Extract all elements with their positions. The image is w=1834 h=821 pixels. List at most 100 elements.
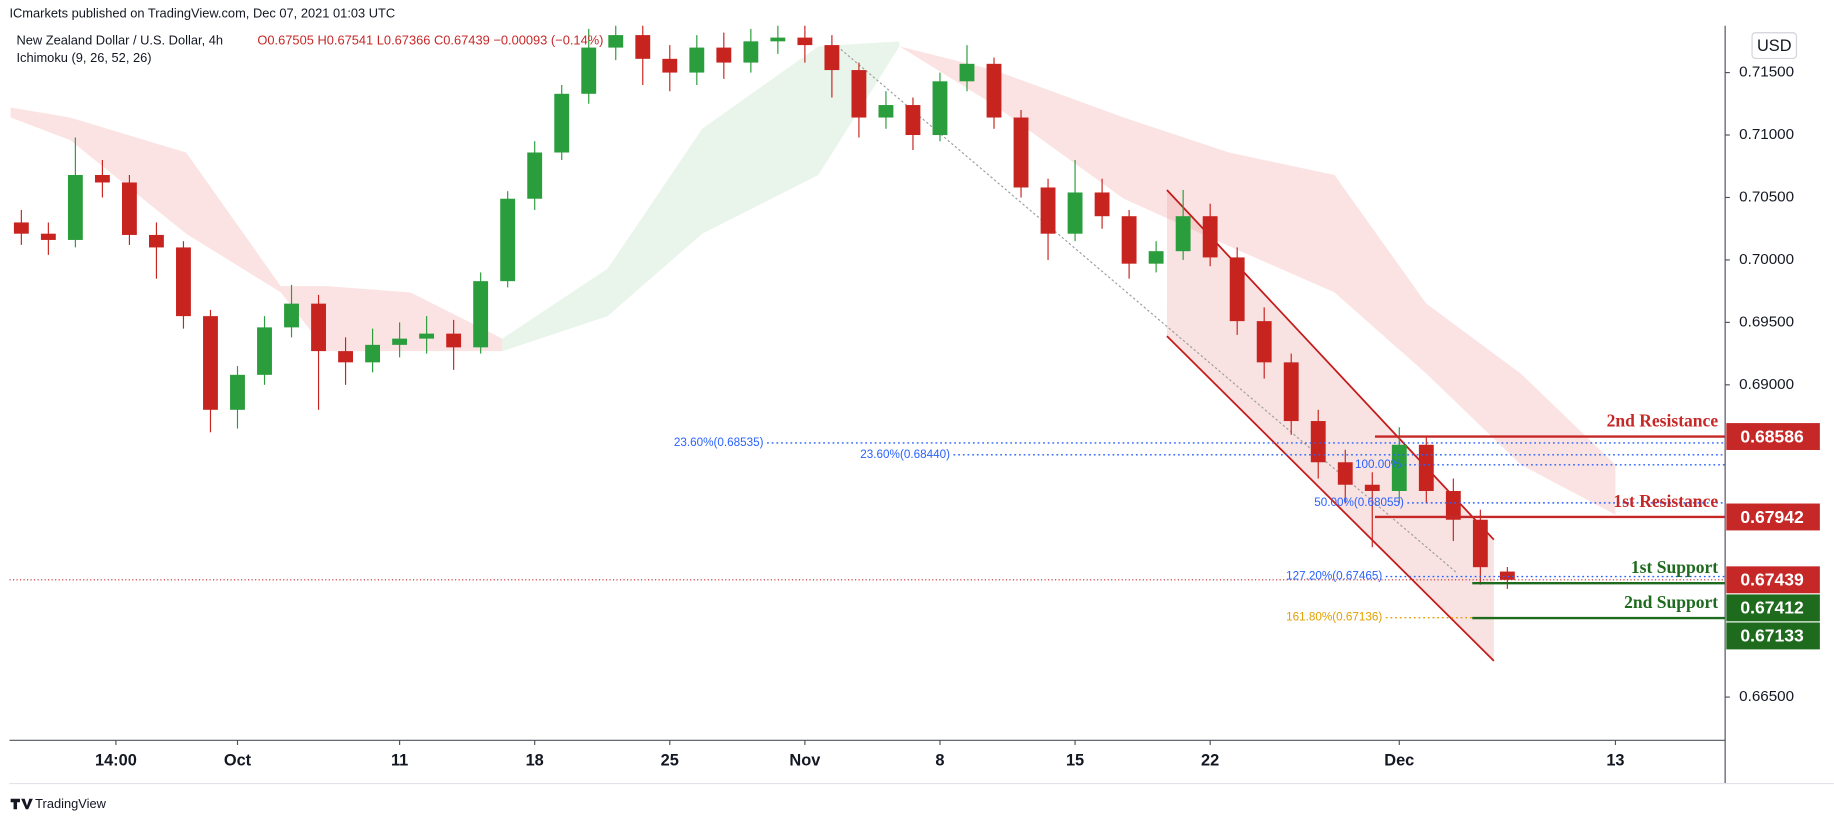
candle-body: [1148, 251, 1164, 264]
candle-body: [446, 333, 462, 348]
candle-body: [770, 37, 786, 42]
candle-body: [716, 47, 732, 63]
x-tick-label: Oct: [224, 752, 252, 770]
candle-body: [689, 47, 705, 73]
x-tick-label: 11: [391, 752, 408, 770]
candle-body: [67, 174, 83, 240]
y-tick-label: 0.71500: [1739, 64, 1794, 81]
x-tick-label: 8: [935, 752, 944, 770]
candle-body: [1040, 187, 1056, 234]
x-tick-label: 22: [1201, 752, 1219, 770]
fib-label: 50.00%(0.68055): [1314, 496, 1404, 509]
candle-body: [1337, 462, 1353, 485]
y-tick-label: 0.70500: [1739, 188, 1794, 205]
brand-logo: [10, 798, 33, 810]
ichimoku-cloud: [502, 41, 900, 352]
ichimoku-cloud: [10, 107, 503, 352]
candle-body: [1202, 216, 1218, 258]
price-tag: [1726, 622, 1820, 650]
candle-body: [392, 338, 408, 345]
fib-label: 23.60%(0.68535): [674, 436, 764, 449]
publisher: ICmarkets published on TradingView.com, …: [9, 5, 395, 20]
candle-body: [149, 234, 164, 248]
candle-body: [1229, 257, 1245, 322]
candle-body: [1013, 117, 1029, 188]
candle-body: [1094, 192, 1110, 217]
y-tick-label: 0.71000: [1739, 126, 1794, 143]
candle-body: [1472, 519, 1488, 568]
y-tick-label: 0.70000: [1739, 251, 1794, 268]
brand: TradingView: [35, 796, 106, 811]
fib-label: 23.60%(0.68440): [860, 448, 950, 461]
candle-body: [40, 233, 56, 240]
x-tick-label: 15: [1066, 752, 1084, 770]
level-label: 1st Resistance: [1613, 491, 1718, 511]
candle-body: [1256, 321, 1272, 363]
candle-body: [1283, 362, 1299, 422]
ichimoku-cloud: [899, 46, 1616, 515]
candle-body: [121, 182, 137, 235]
symbol: New Zealand Dollar / U.S. Dollar, 4h: [16, 32, 223, 47]
candle-body: [851, 70, 867, 118]
candle-body: [905, 105, 921, 136]
candle-body: [365, 344, 381, 363]
candle-body: [500, 198, 516, 282]
price-tag-label: 0.68586: [1740, 426, 1804, 446]
level-label: 2nd Resistance: [1607, 411, 1719, 431]
y-tick-label: 0.66500: [1739, 688, 1794, 705]
y-tick-label: 0.69500: [1739, 313, 1794, 330]
fib-label: 127.20%(0.67465): [1286, 570, 1382, 583]
candle-body: [878, 105, 894, 118]
indicator: Ichimoku (9, 26, 52, 26): [16, 50, 151, 65]
price-tag: [1726, 594, 1820, 622]
candle-body: [176, 247, 191, 317]
candle-body: [959, 63, 975, 82]
candle-body: [554, 93, 570, 153]
level-label: 2nd Support: [1624, 592, 1718, 612]
candle-body: [311, 303, 326, 352]
x-tick-label: Dec: [1384, 752, 1414, 770]
price-tag: [1726, 423, 1820, 450]
candle-body: [581, 47, 597, 94]
candle-body: [230, 374, 245, 410]
x-tick-label: 14:00: [95, 752, 137, 770]
candle-body: [1310, 421, 1326, 463]
candle-body: [338, 351, 353, 363]
fib-label: 100.00%: [1355, 458, 1401, 471]
price-tag-label: 0.67439: [1740, 570, 1804, 590]
candle-body: [986, 63, 1002, 118]
candle-body: [1499, 571, 1515, 580]
currency[interactable]: USD: [1757, 37, 1792, 55]
x-tick-label: 13: [1606, 752, 1624, 770]
channel-fill: [1166, 189, 1494, 661]
candle-body: [1067, 192, 1083, 234]
candle-body: [284, 303, 299, 328]
candle-body: [257, 327, 272, 375]
candle-body: [94, 174, 110, 183]
candle-body: [608, 35, 624, 48]
candle-body: [473, 281, 489, 348]
channel-line: [1166, 189, 1495, 541]
candle-body: [1391, 444, 1407, 491]
candle-body: [662, 58, 678, 73]
currency-box[interactable]: [1751, 32, 1798, 60]
candle-body: [1418, 444, 1434, 491]
candle-body: [1364, 484, 1380, 491]
y-tick-label: 0.69000: [1739, 376, 1794, 393]
candle-body: [743, 41, 759, 63]
ohlc: O0.67505 H0.67541 L0.67366 C0.67439 −0.0…: [257, 32, 603, 47]
channel-line: [1166, 335, 1495, 662]
candle-body: [1121, 216, 1137, 264]
candle-body: [13, 222, 29, 234]
price-tag: [1726, 503, 1820, 531]
fib-label: 161.80%(0.67136): [1286, 611, 1382, 624]
candle-body: [1175, 216, 1191, 252]
price-tag-label: 0.67133: [1740, 626, 1804, 646]
price-tag-label: 0.67942: [1740, 507, 1804, 527]
plot-area: [9, 25, 1726, 662]
x-tick-label: Nov: [789, 752, 821, 770]
candle-body: [635, 35, 651, 59]
candle-body: [1445, 490, 1461, 520]
